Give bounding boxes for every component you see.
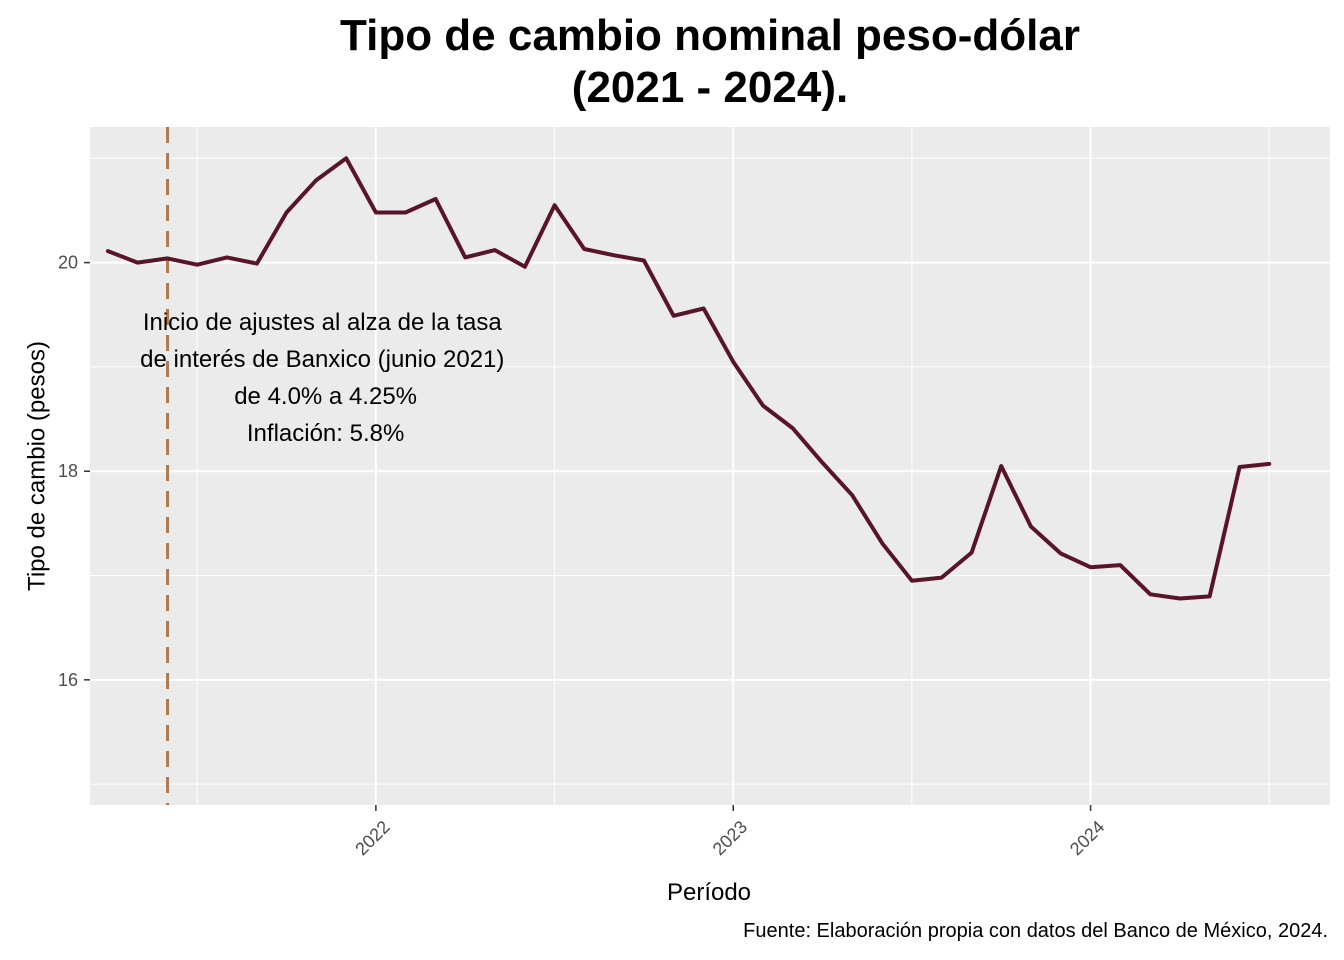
x-axis: 2022 2023 2024 bbox=[351, 805, 1108, 859]
grid-minor bbox=[90, 127, 1330, 805]
annotation-line: de 4.0% a 4.25% bbox=[228, 383, 417, 410]
x-tick-label: 2024 bbox=[1066, 817, 1108, 859]
x-axis-title: Período bbox=[667, 879, 751, 906]
annotation: Inicio de ajustes al alza de la tasa de i… bbox=[140, 309, 504, 447]
chart-title-line1: Tipo de cambio nominal peso-dólar bbox=[340, 11, 1080, 60]
series-layer bbox=[105, 156, 1272, 601]
y-tick-label: 20 bbox=[58, 253, 78, 273]
y-axis-title: Tipo de cambio (pesos) bbox=[23, 341, 50, 591]
grid-major bbox=[90, 127, 1330, 805]
annotation-line: de interés de Banxico (junio 2021) bbox=[140, 346, 504, 373]
plot-panel bbox=[90, 127, 1330, 805]
y-tick-label: 18 bbox=[58, 461, 78, 481]
annotation-line: Inicio de ajustes al alza de la tasa bbox=[143, 309, 503, 336]
y-tick-label: 16 bbox=[58, 670, 78, 690]
series-line bbox=[105, 156, 1272, 601]
source-caption: Fuente: Elaboración propia con datos del… bbox=[743, 920, 1328, 942]
x-tick-label: 2023 bbox=[709, 817, 751, 859]
y-axis: 16 18 20 bbox=[58, 253, 90, 690]
annotation-line: Inflación: 5.8% bbox=[240, 420, 404, 447]
chart-title-line2: (2021 - 2024). bbox=[571, 63, 849, 112]
x-tick-label: 2022 bbox=[351, 817, 393, 859]
